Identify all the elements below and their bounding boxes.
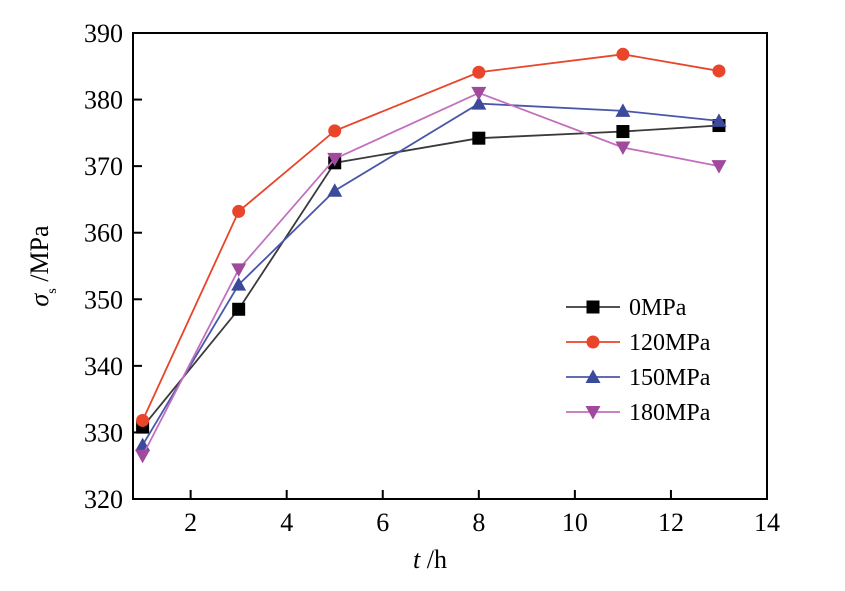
x-tick-label: 4 xyxy=(280,508,293,537)
y-tick-label: 370 xyxy=(84,152,123,181)
data-point-180mpa xyxy=(135,449,151,464)
y-axis-label-sub: s xyxy=(45,288,60,293)
y-tick-label: 360 xyxy=(84,219,123,248)
legend-item-180mpa: 180MPa xyxy=(566,400,711,426)
legend-item-0mpa: 0MPa xyxy=(566,295,687,321)
data-point-180mpa xyxy=(231,263,247,277)
x-tick-label: 14 xyxy=(754,508,780,537)
legend-label: 120MPa xyxy=(629,330,711,356)
data-point-120mpa xyxy=(232,204,246,218)
series-line-150mpa xyxy=(141,102,720,446)
x-axis: 2 4 6 8 10 12 14 xyxy=(184,490,780,537)
data-point-120mpa xyxy=(136,413,150,427)
data-point-0mpa xyxy=(472,131,486,145)
data-point-150mpa xyxy=(471,96,487,110)
series-layer xyxy=(135,47,727,464)
y-axis-label: σs /MPa xyxy=(25,225,60,307)
x-axis-label-unit: /h xyxy=(420,545,447,574)
series-150mpa xyxy=(135,96,727,452)
x-tick-label: 2 xyxy=(184,508,197,537)
y-tick-label: 330 xyxy=(84,418,123,447)
data-point-120mpa xyxy=(712,64,726,78)
series-line-180mpa xyxy=(141,91,720,457)
x-tick-label: 10 xyxy=(562,508,588,537)
x-tick-label: 8 xyxy=(472,508,485,537)
data-point-180mpa xyxy=(711,160,727,174)
data-point-150mpa xyxy=(327,183,343,197)
legend-marker xyxy=(586,300,600,314)
series-line-0mpa xyxy=(141,124,720,428)
y-tick-label: 350 xyxy=(84,285,123,314)
data-point-120mpa xyxy=(472,65,486,79)
data-point-180mpa xyxy=(471,86,487,101)
legend-label: 150MPa xyxy=(629,365,711,391)
x-tick-label: 12 xyxy=(658,508,684,537)
y-axis-label-unit: /MPa xyxy=(25,225,54,288)
y-tick-label: 340 xyxy=(84,352,123,381)
x-tick-label: 6 xyxy=(376,508,389,537)
series-line-120mpa xyxy=(141,53,720,421)
legend-marker xyxy=(585,406,601,420)
legend: 0MPa 120MPa 150MPa 180MPa xyxy=(566,295,711,426)
y-tick-label: 390 xyxy=(84,19,123,48)
y-axis-label-var: σ xyxy=(25,293,54,307)
y-tick-label: 320 xyxy=(84,485,123,514)
data-point-150mpa xyxy=(231,277,247,291)
legend-marker xyxy=(586,335,600,349)
x-axis-label: t /h xyxy=(413,545,447,574)
legend-marker xyxy=(585,369,601,383)
data-point-150mpa xyxy=(615,103,631,117)
data-point-0mpa xyxy=(232,302,246,316)
data-point-120mpa xyxy=(328,124,342,138)
series-180mpa xyxy=(135,86,727,464)
legend-item-150mpa: 150MPa xyxy=(566,365,711,391)
data-point-180mpa xyxy=(327,152,343,167)
x-axis-label-var: t xyxy=(413,545,421,574)
data-point-0mpa xyxy=(616,125,630,139)
series-120mpa xyxy=(136,47,726,427)
data-point-120mpa xyxy=(616,47,630,61)
legend-label: 180MPa xyxy=(629,400,711,426)
data-point-150mpa xyxy=(711,113,727,127)
y-tick-label: 380 xyxy=(84,86,123,115)
data-point-180mpa xyxy=(615,141,631,156)
legend-label: 0MPa xyxy=(629,295,687,321)
y-axis: 320 330 340 350 360 370 380 390 xyxy=(84,19,142,514)
plot-frame xyxy=(132,32,768,500)
legend-item-120mpa: 120MPa xyxy=(566,330,711,356)
